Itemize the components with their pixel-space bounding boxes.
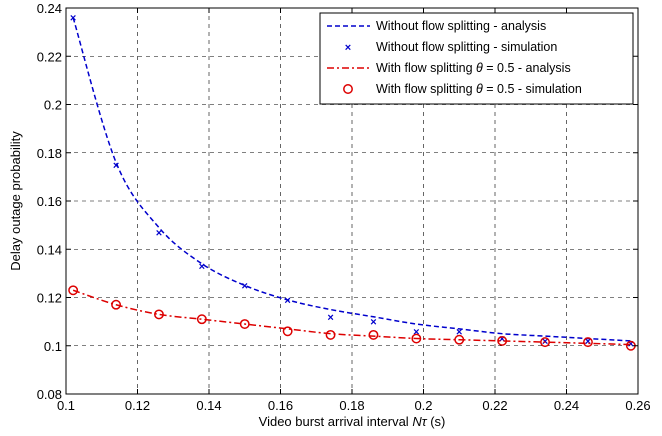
legend-label-2-suffix: = 0.5 - analysis [483,61,571,75]
simulation-point-circle-marker [411,333,422,344]
simulation-point-circle-marker [497,335,508,346]
legend-label-3-theta: θ [476,82,483,96]
x-tick-label: 0.18 [339,398,364,413]
simulation-point-circle-marker [583,337,593,348]
y-tick-label: 0.22 [37,49,62,64]
legend-label-simulation-no-split: Without flow splitting - simulation [376,40,557,54]
simulation-point-x-marker: × [199,261,205,273]
x-tick-label: 0.1 [57,398,75,413]
y-axis-label: Delay outage probability [8,131,23,271]
y-tick-label: 0.12 [37,291,62,306]
axis-ticks [65,7,639,395]
x-axis-label: Video burst arrival interval Nτ (s) [259,414,446,429]
simulation-point-circle-marker [239,319,250,329]
simulation-point-circle-marker [454,334,465,345]
simulation-point-x-marker: × [456,326,462,338]
simulation-point-x-marker: × [499,334,505,346]
simulation-point-x-marker: × [70,13,76,25]
x-tick-label: 0.26 [625,398,650,413]
legend-label-2-prefix: With flow splitting [376,61,476,75]
simulation-point-x-marker: × [113,160,119,172]
x-tick-label: 0.22 [482,398,507,413]
x-tick-labels: 0.1 0.12 0.14 0.16 0.18 0.2 0.22 0.24 0.26 [57,398,651,413]
simulation-point-circle-marker [111,299,122,310]
y-tick-label: 0.14 [37,242,62,257]
legend-swatch-simulation-no-split: × [345,42,351,54]
y-tick-label: 0.18 [37,146,62,161]
x-axis-label-prefix: Video burst arrival interval [259,414,413,429]
x-tick-label: 0.24 [554,398,579,413]
legend-box [319,12,634,105]
y-tick-label: 0.16 [37,194,62,209]
x-tick-label: 0.12 [125,398,150,413]
series-layer: × × × × × × × × × × × × × × [68,13,636,351]
y-tick-label: 0.1 [44,339,62,354]
simulation-point-circle-marker [368,329,379,340]
y-tick-label: 0.2 [44,98,62,113]
legend-label-3-suffix: = 0.5 - simulation [483,82,582,96]
simulation-point-x-marker: × [327,312,333,324]
simulation-point-circle-marker [196,314,207,325]
simulation-point-circle-marker [325,329,336,340]
x-tick-label: 0.14 [196,398,221,413]
simulation-point-x-marker: × [156,227,162,239]
y-tick-label: 0.08 [37,387,62,402]
simulation-point-circle-marker [282,326,293,337]
x-axis-label-n: N [412,414,422,429]
simulation-point-x-marker: × [242,280,248,292]
legend-label-simulation-split: With flow splitting θ = 0.5 - simulation [376,82,582,96]
legend: Without flow splitting - analysis × With… [319,12,634,105]
legend-label-0-prefix: Without flow splitting - analysis [376,19,546,33]
simulation-point-x-marker: × [628,338,634,350]
legend-label-3-prefix: With flow splitting [376,82,476,96]
legend-swatch-simulation-split [343,84,353,94]
x-axis-label-unit: (s) [427,414,446,429]
simulation-point-x-marker: × [585,336,591,348]
simulation-point-x-marker: × [370,317,376,329]
x-axis-label-tau: τ [422,414,428,429]
simulation-point-x-marker: × [413,326,419,338]
legend-label-analysis-no-split: Without flow splitting - analysis [376,19,546,33]
series-line-0 [72,17,631,342]
y-tick-labels: 0.08 0.1 0.12 0.14 0.16 0.18 0.2 0.22 0.24 [37,1,62,402]
simulation-point-circle-marker [540,337,550,348]
simulation-point-circle-marker [68,285,79,296]
simulation-point-x-marker: × [284,295,290,307]
legend-label-analysis-split: With flow splitting θ = 0.5 - analysis [376,61,571,75]
x-tick-label: 0.16 [268,398,293,413]
legend-label-2-theta: θ [476,61,483,75]
simulation-point-circle-marker [154,309,164,320]
legend-label-1-prefix: Without flow splitting - simulation [376,40,557,54]
x-tick-label: 0.2 [414,398,432,413]
y-tick-label: 0.24 [37,1,62,16]
